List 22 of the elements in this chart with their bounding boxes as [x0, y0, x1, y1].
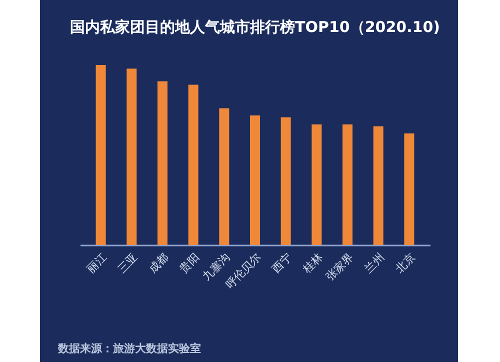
bar — [250, 115, 260, 245]
x-tick-label: 张家界 — [323, 250, 356, 284]
x-tick-label: 兰州 — [362, 250, 387, 276]
x-tick-label: 成都 — [146, 250, 171, 276]
x-tick-label: 三亚 — [115, 250, 140, 276]
bar — [157, 81, 168, 245]
chart-title: 国内私家团目的地人气城市排行榜TOP10（2020.10) — [70, 18, 440, 36]
x-tick-label: 北京 — [392, 250, 418, 276]
x-tick-label: 西宁 — [270, 250, 294, 276]
bar — [373, 126, 384, 245]
bar — [312, 124, 322, 245]
bar — [342, 124, 353, 245]
source-note: 数据来源：旅游大数据实验室 — [58, 341, 201, 356]
x-tick-label: 贵阳 — [177, 250, 202, 276]
bar — [188, 84, 198, 245]
x-tick-label: 丽江 — [84, 250, 110, 276]
bar — [280, 117, 291, 245]
bar — [126, 68, 137, 245]
x-tick-label: 桂林 — [300, 250, 326, 276]
bar — [404, 133, 414, 245]
bar — [96, 65, 106, 245]
bar — [219, 108, 230, 245]
